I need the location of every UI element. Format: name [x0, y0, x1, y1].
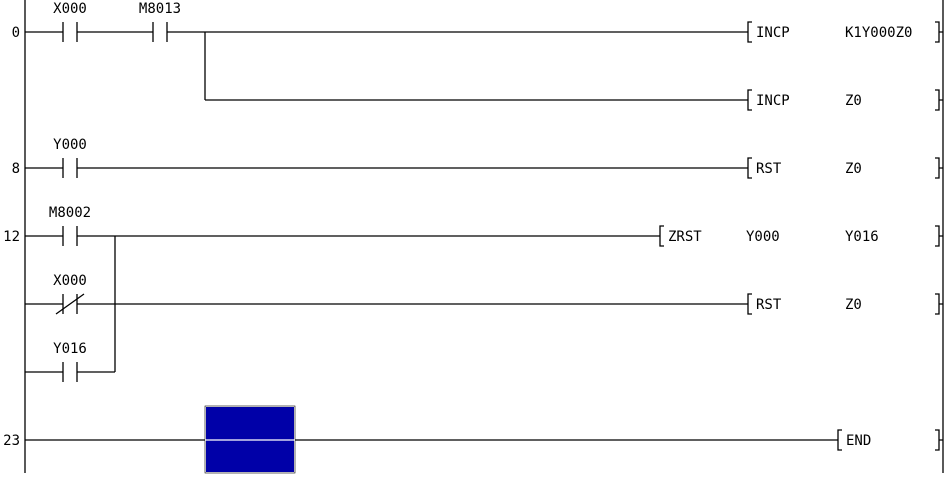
- no-contact[interactable]: Y000: [53, 137, 87, 178]
- instruction-op: INCP: [756, 93, 790, 109]
- instruction-operand: K1Y000Z0: [845, 25, 912, 41]
- contact-label: Y016: [53, 341, 87, 357]
- instruction-operand: Z0: [845, 93, 862, 109]
- step-number: 0: [12, 25, 20, 41]
- instruction-rst[interactable]: RST Z0: [747, 157, 943, 179]
- nc-slash: [55, 293, 85, 315]
- close-bracket: [935, 225, 943, 247]
- contact-label: M8013: [139, 1, 181, 17]
- no-contact[interactable]: Y016: [53, 341, 87, 382]
- instruction-incp[interactable]: INCP K1Y000Z0: [747, 21, 943, 43]
- rung-row[interactable]: Y016: [25, 341, 115, 382]
- step-number: 12: [3, 229, 20, 245]
- contact-label: Y000: [53, 137, 87, 153]
- open-bracket: [659, 225, 664, 247]
- no-contact[interactable]: M8002: [49, 205, 91, 246]
- instruction-incp[interactable]: INCP Z0: [747, 89, 943, 111]
- close-bracket: [935, 293, 943, 315]
- instruction-op: RST: [756, 297, 782, 313]
- instruction-op: ZRST: [668, 229, 702, 245]
- rung[interactable]: 8 Y000 RST Z0: [12, 137, 943, 179]
- close-bracket: [935, 429, 943, 451]
- close-bracket: [935, 89, 943, 111]
- open-bracket: [747, 21, 752, 43]
- rung[interactable]: 0 X000 M8013 INCP K1Y000Z0 INCP Z0: [12, 1, 943, 111]
- no-contact[interactable]: X000: [53, 1, 87, 42]
- instruction-operand: Y000: [746, 229, 780, 245]
- instruction-op: END: [846, 433, 871, 449]
- open-bracket: [747, 89, 752, 111]
- rung-row[interactable]: X000 RST Z0: [25, 273, 943, 315]
- rung-row[interactable]: INCP Z0: [205, 89, 943, 111]
- rung[interactable]: 12 M8002 ZRST Y000 Y016 X000 RST Z0 Y016: [3, 205, 943, 382]
- rung-row[interactable]: END: [25, 429, 943, 451]
- instruction-operand: Y016: [845, 229, 879, 245]
- close-bracket: [935, 21, 943, 43]
- rung-row[interactable]: X000 M8013 INCP K1Y000Z0: [25, 1, 943, 43]
- step-number: 8: [12, 161, 20, 177]
- contact-label: X000: [53, 1, 87, 17]
- open-bracket: [747, 157, 752, 179]
- rung[interactable]: 23 END: [3, 429, 943, 451]
- instruction-op: RST: [756, 161, 782, 177]
- instruction-op: INCP: [756, 25, 790, 41]
- contact-label: M8002: [49, 205, 91, 221]
- instruction-end[interactable]: END: [837, 429, 943, 451]
- instruction-operand: Z0: [845, 161, 862, 177]
- rung-row[interactable]: Y000 RST Z0: [25, 137, 943, 179]
- instruction-zrst[interactable]: ZRST Y000 Y016: [659, 225, 943, 247]
- instruction-operand: Z0: [845, 297, 862, 313]
- edit-cursor[interactable]: [204, 405, 296, 474]
- step-number: 23: [3, 433, 20, 449]
- rung-row[interactable]: M8002 ZRST Y000 Y016: [25, 205, 943, 247]
- nc-contact[interactable]: X000: [53, 273, 87, 315]
- open-bracket: [747, 293, 752, 315]
- open-bracket: [837, 429, 842, 451]
- close-bracket: [935, 157, 943, 179]
- contact-label: X000: [53, 273, 87, 289]
- no-contact[interactable]: M8013: [139, 1, 181, 42]
- instruction-rst[interactable]: RST Z0: [747, 293, 943, 315]
